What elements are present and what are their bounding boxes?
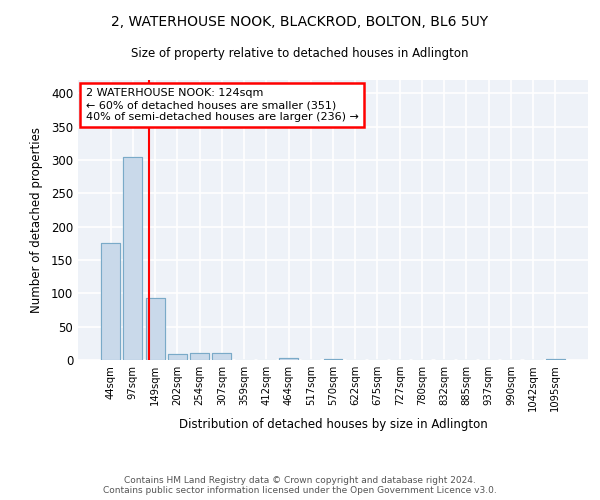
Bar (212, 352, 231, 360)
Bar (323, 358, 343, 360)
Bar (146, 298, 164, 360)
Text: 2 WATERHOUSE NOOK: 124sqm
← 60% of detached houses are smaller (351)
40% of semi: 2 WATERHOUSE NOOK: 124sqm ← 60% of detac… (86, 88, 359, 122)
Y-axis label: Number of detached properties: Number of detached properties (29, 127, 43, 313)
Bar (124, 156, 142, 360)
Bar (212, 352, 231, 360)
Bar (101, 244, 120, 360)
Bar (279, 358, 298, 360)
Bar (190, 354, 209, 360)
Bar (546, 358, 565, 360)
Text: Contains HM Land Registry data © Crown copyright and database right 2024.
Contai: Contains HM Land Registry data © Crown c… (103, 476, 497, 495)
Bar (101, 244, 120, 360)
Bar (323, 358, 343, 360)
X-axis label: Distribution of detached houses by size in Adlington: Distribution of detached houses by size … (179, 418, 487, 432)
Bar (190, 354, 209, 360)
Bar (546, 358, 565, 360)
Bar (146, 298, 164, 360)
Bar (168, 354, 187, 360)
Bar (168, 354, 187, 360)
Bar (279, 358, 298, 360)
Text: Size of property relative to detached houses in Adlington: Size of property relative to detached ho… (131, 48, 469, 60)
Bar (124, 156, 142, 360)
Text: 2, WATERHOUSE NOOK, BLACKROD, BOLTON, BL6 5UY: 2, WATERHOUSE NOOK, BLACKROD, BOLTON, BL… (112, 15, 488, 29)
